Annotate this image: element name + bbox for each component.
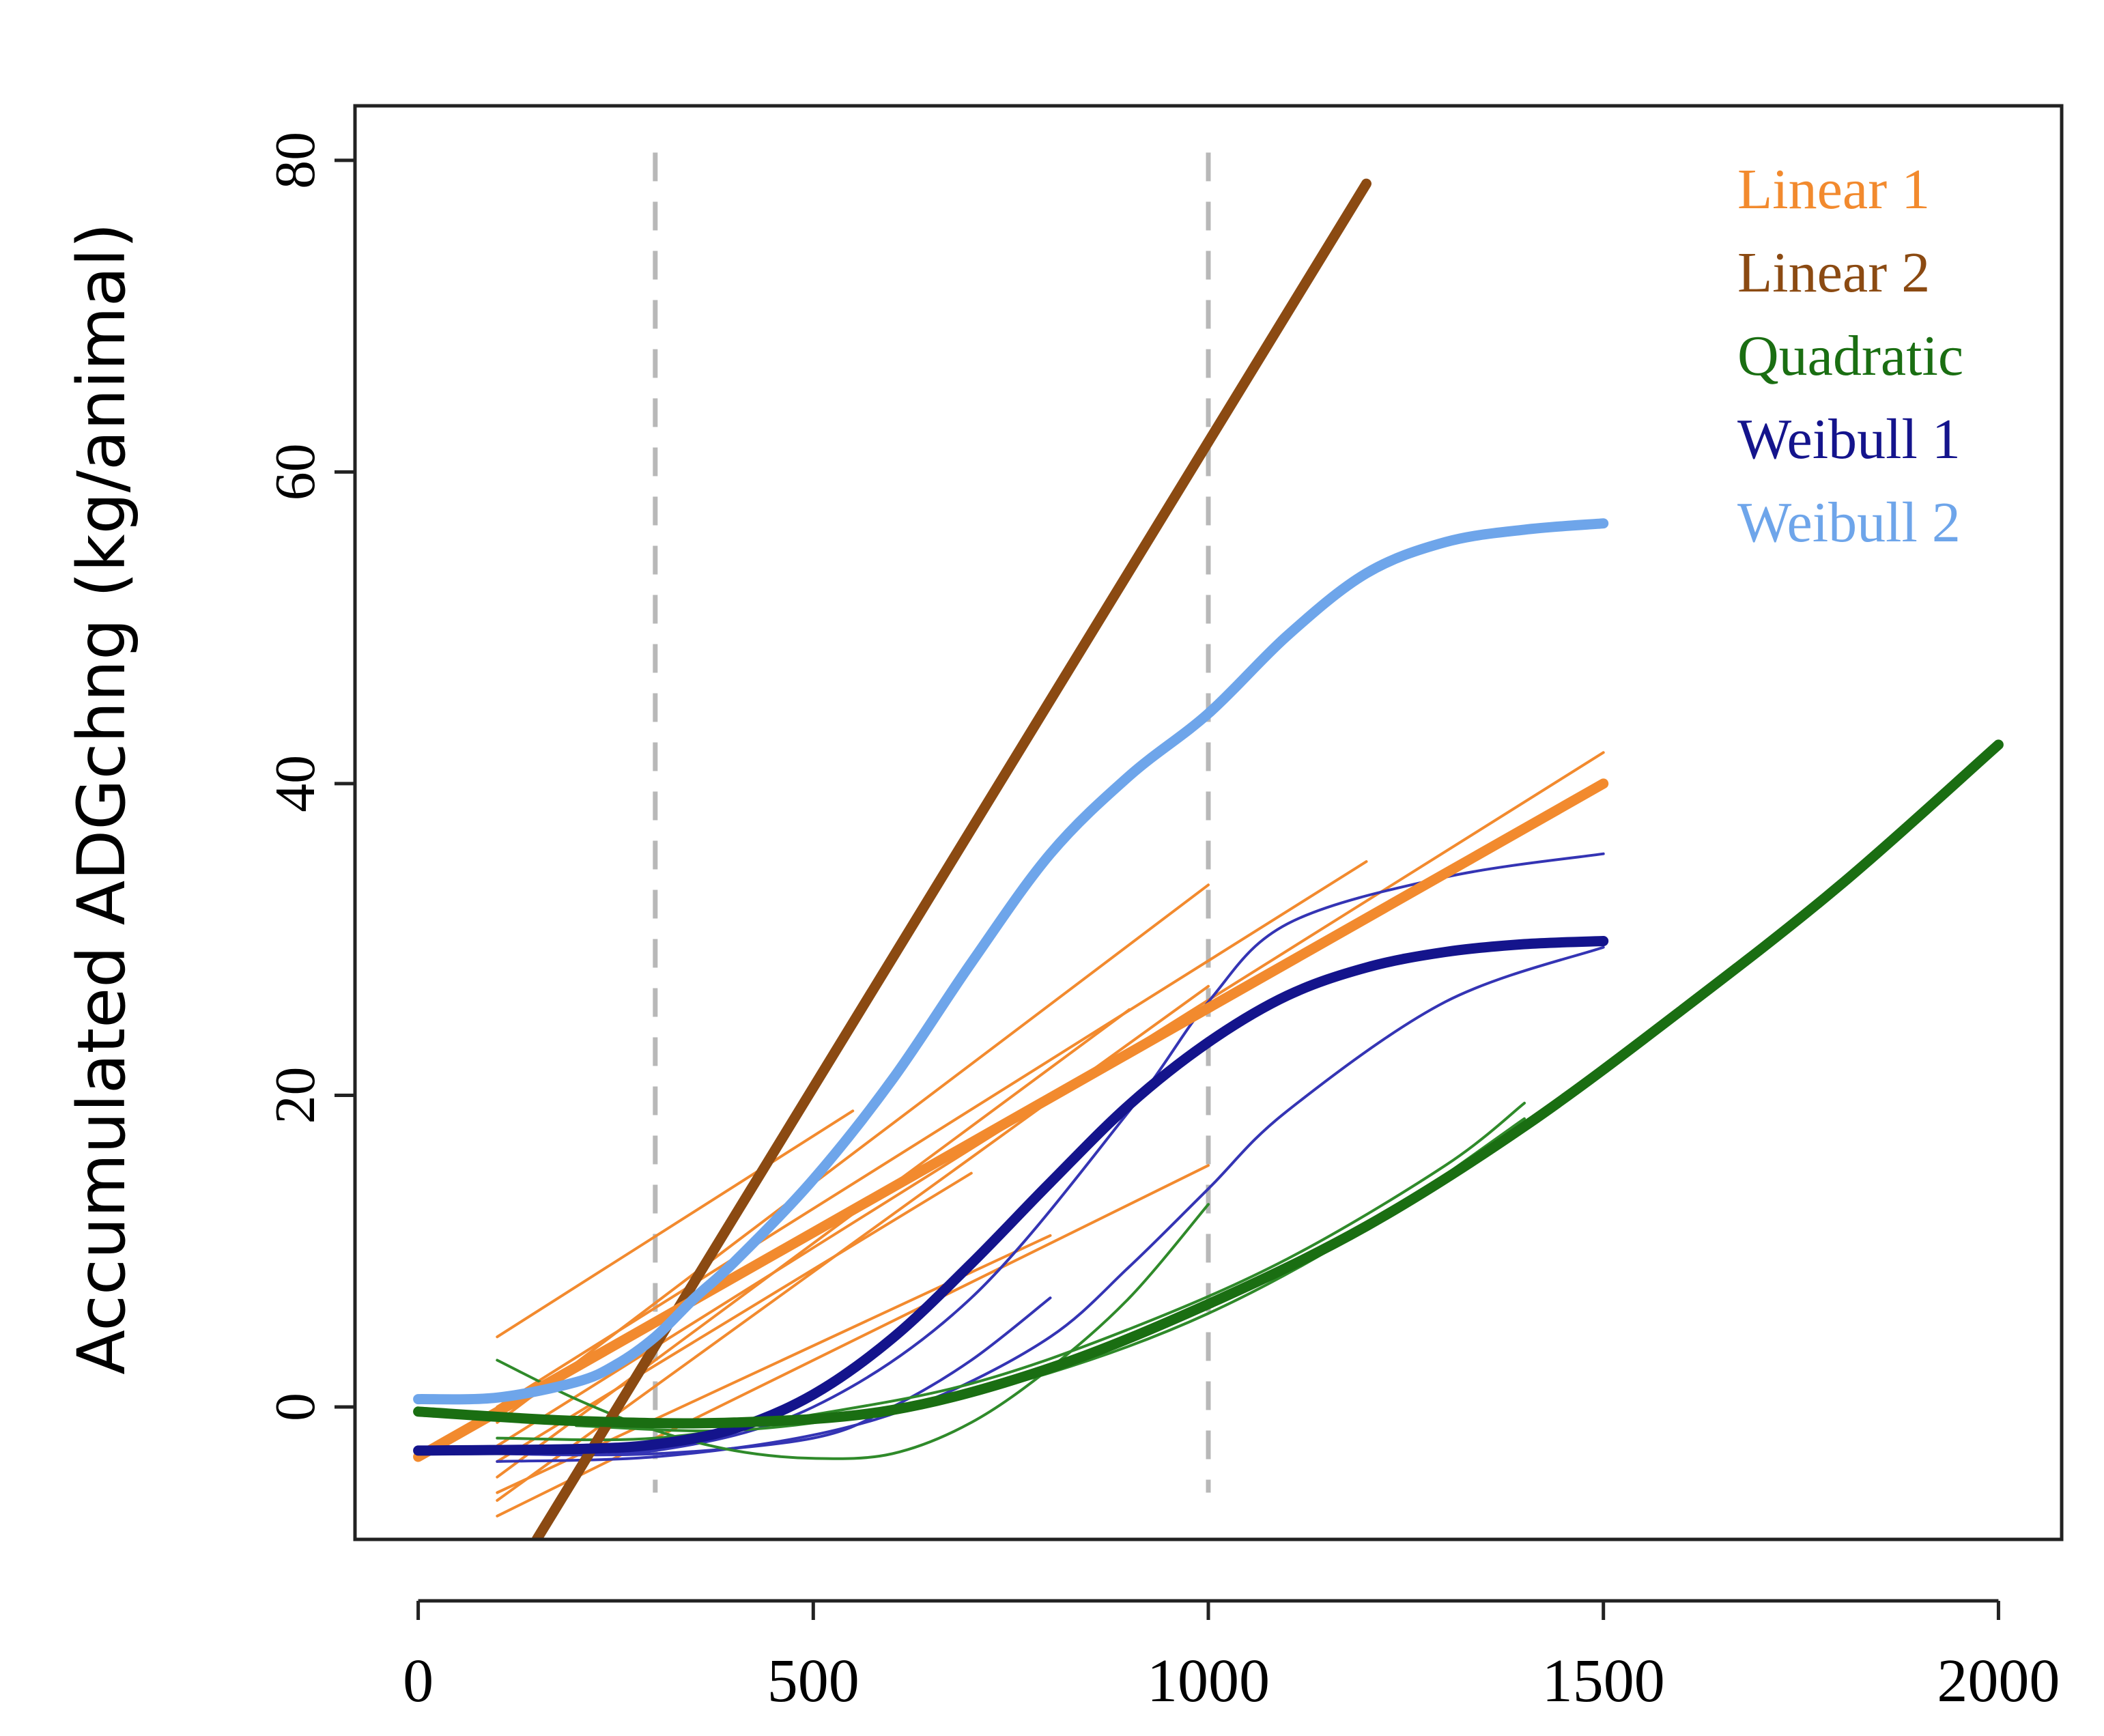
series-line-linear-1-thin-1	[496, 1109, 855, 1339]
y-tick-label-0: 0	[264, 1393, 327, 1421]
series-line-quadratic-thin-2	[496, 1101, 1526, 1442]
series-line-weibull-1-thin-3	[496, 1296, 1052, 1457]
y-tick-label-60: 60	[264, 443, 327, 500]
legend-entry-linear-2: Linear 2	[1737, 241, 1930, 304]
legend-entry-weibull-1: Weibull 1	[1737, 408, 1961, 471]
series-line-quadratic	[413, 739, 2004, 1429]
y-axis-label: Accumulated ADGchng (kg/animal)	[63, 223, 140, 1374]
series-line-weibull-1	[413, 936, 1609, 1456]
x-tick-label-2000: 2000	[1937, 1647, 2060, 1715]
series-line-linear-1-thin-9	[496, 1171, 973, 1463]
x-tick-label-500: 500	[767, 1647, 859, 1715]
reference-lines	[653, 152, 1211, 1493]
plot-frame	[353, 104, 2064, 1541]
legend-entry-linear-1: Linear 1	[1737, 158, 1930, 221]
series-line-linear-1	[413, 778, 1609, 1462]
legend-entry-quadratic: Quadratic	[1737, 324, 1963, 388]
x-axis: 0 500 1000 1500 2000	[403, 1599, 2060, 1715]
y-tick-label-40: 40	[264, 755, 327, 812]
series-line-linear-1-thin-5	[496, 1008, 1131, 1479]
legend-entry-weibull-2: Weibull 2	[1737, 491, 1961, 554]
x-tick-label-1500: 1500	[1542, 1647, 1665, 1715]
series-line-linear-1-thin-3	[496, 860, 1368, 1408]
x-tick-label-0: 0	[403, 1647, 433, 1715]
y-axis: 0 20 40 60 80	[264, 132, 355, 1421]
x-tick-label-1000: 1000	[1147, 1647, 1270, 1715]
series-line-linear-1-thin-7	[496, 1164, 1210, 1518]
legend: Linear 1 Linear 2 Quadratic Weibull 1 Weibul…	[1737, 158, 1963, 554]
series-line-weibull-2	[413, 518, 1609, 1405]
y-tick-label-20: 20	[264, 1066, 327, 1124]
y-tick-label-80: 80	[264, 132, 327, 189]
series-group	[413, 178, 2004, 1539]
series-line-weibull-1-thin-1	[496, 852, 1605, 1457]
